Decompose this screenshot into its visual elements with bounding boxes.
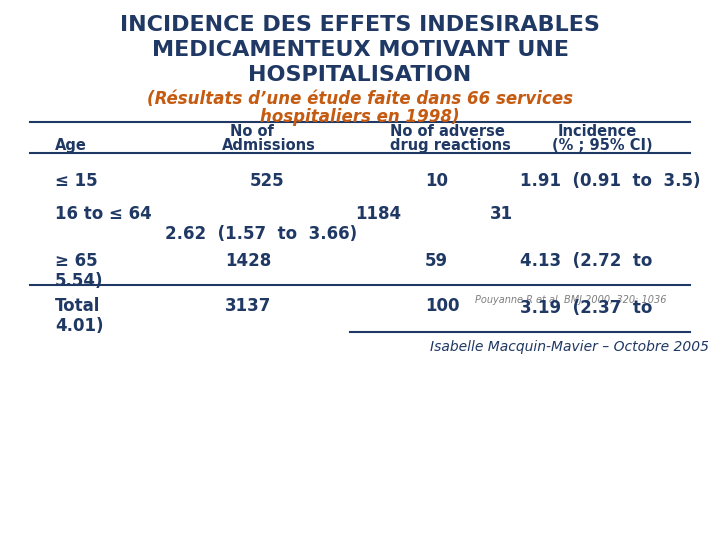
Text: 525: 525 bbox=[250, 172, 284, 190]
Text: 100: 100 bbox=[425, 297, 459, 315]
Text: Pouyanne R et al. BMJ 2000, 320: 1036: Pouyanne R et al. BMJ 2000, 320: 1036 bbox=[475, 295, 667, 305]
Text: 31: 31 bbox=[490, 205, 513, 223]
Text: Age: Age bbox=[55, 138, 87, 153]
Text: 2.62  (1.57  to  3.66): 2.62 (1.57 to 3.66) bbox=[165, 225, 357, 243]
Text: (Résultats d’une étude faite dans 66 services: (Résultats d’une étude faite dans 66 ser… bbox=[147, 90, 573, 108]
Text: 4.13  (2.72  to: 4.13 (2.72 to bbox=[520, 252, 652, 270]
Text: ≥ 65: ≥ 65 bbox=[55, 252, 98, 270]
Text: hospitaliers en 1998): hospitaliers en 1998) bbox=[260, 108, 460, 126]
Text: 3137: 3137 bbox=[225, 297, 271, 315]
Text: 3.19  (2.37  to: 3.19 (2.37 to bbox=[520, 299, 652, 317]
Text: Admissions: Admissions bbox=[222, 138, 316, 153]
Text: 16 to ≤ 64: 16 to ≤ 64 bbox=[55, 205, 152, 223]
Text: Isabelle Macquin-Mavier – Octobre 2005: Isabelle Macquin-Mavier – Octobre 2005 bbox=[430, 340, 709, 354]
Text: 1.91  (0.91  to  3.5): 1.91 (0.91 to 3.5) bbox=[520, 172, 701, 190]
Text: No of adverse: No of adverse bbox=[390, 124, 505, 139]
Text: 1184: 1184 bbox=[355, 205, 401, 223]
Text: ≤ 15: ≤ 15 bbox=[55, 172, 98, 190]
Text: 1428: 1428 bbox=[225, 252, 271, 270]
Text: drug reactions: drug reactions bbox=[390, 138, 511, 153]
Text: HOSPITALISATION: HOSPITALISATION bbox=[248, 65, 472, 85]
Text: 10: 10 bbox=[425, 172, 448, 190]
Text: 59: 59 bbox=[425, 252, 448, 270]
Text: Incidence: Incidence bbox=[558, 124, 637, 139]
Text: Total: Total bbox=[55, 297, 100, 315]
Text: INCIDENCE DES EFFETS INDESIRABLES: INCIDENCE DES EFFETS INDESIRABLES bbox=[120, 15, 600, 35]
Text: 4.01): 4.01) bbox=[55, 317, 104, 335]
Text: No of: No of bbox=[230, 124, 274, 139]
Text: (% ; 95% CI): (% ; 95% CI) bbox=[552, 138, 652, 153]
Text: 5.54): 5.54) bbox=[55, 272, 104, 290]
Text: MEDICAMENTEUX MOTIVANT UNE: MEDICAMENTEUX MOTIVANT UNE bbox=[151, 40, 569, 60]
